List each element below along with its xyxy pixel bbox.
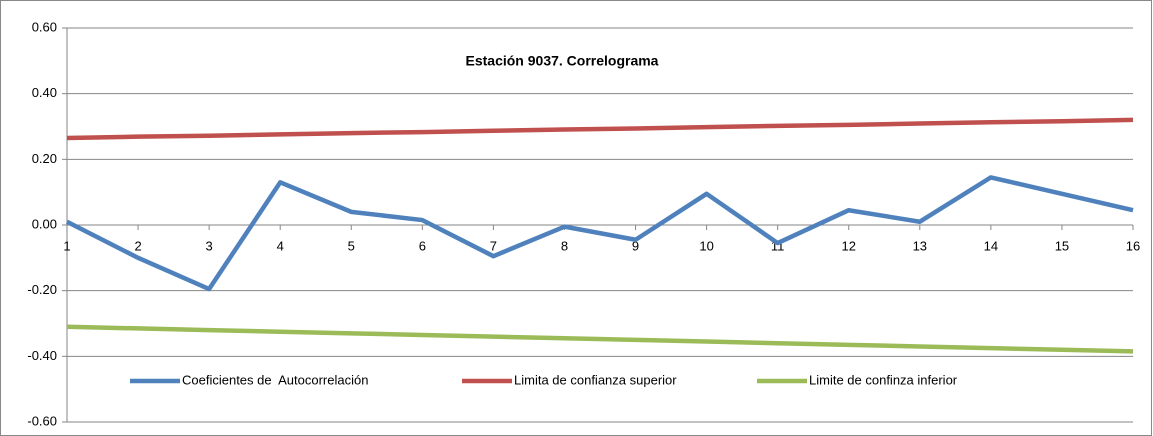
x-tick-label: 4 <box>277 238 284 253</box>
series-line <box>66 324 1134 354</box>
chart-title: Estación 9037. Correlograma <box>466 53 659 69</box>
legend-label: Limite de confinza inferior <box>809 372 958 387</box>
y-tick-label: 0.00 <box>32 216 57 231</box>
x-tick-label: 6 <box>419 238 426 253</box>
y-tick-label: 0.60 <box>32 19 57 34</box>
y-tick-label: -0.60 <box>27 413 57 428</box>
x-tick-label: 1 <box>63 238 70 253</box>
legend-label: Limita de confianza superior <box>514 372 677 387</box>
x-tick-label: 3 <box>206 238 213 253</box>
y-tick-label: 0.40 <box>32 85 57 100</box>
x-tick-label: 7 <box>490 238 497 253</box>
x-tick-label: 8 <box>561 238 568 253</box>
x-tick-label: 2 <box>134 238 141 253</box>
y-tick-label: 0.20 <box>32 151 57 166</box>
x-tick-label: 16 <box>1126 238 1140 253</box>
y-tick-label: -0.40 <box>27 348 57 363</box>
x-tick-label: 9 <box>632 238 639 253</box>
x-tick-label: 10 <box>699 238 713 253</box>
x-tick-label: 5 <box>348 238 355 253</box>
legend-label: Coeficientes de Autocorrelación <box>182 372 368 387</box>
y-tick-label: -0.20 <box>27 282 57 297</box>
x-tick-label: 15 <box>1055 238 1069 253</box>
x-tick-label: 12 <box>841 238 855 253</box>
x-tick-label: 14 <box>984 238 998 253</box>
x-tick-label: 13 <box>913 238 927 253</box>
series-line <box>65 175 1134 292</box>
series-line <box>66 117 1134 141</box>
